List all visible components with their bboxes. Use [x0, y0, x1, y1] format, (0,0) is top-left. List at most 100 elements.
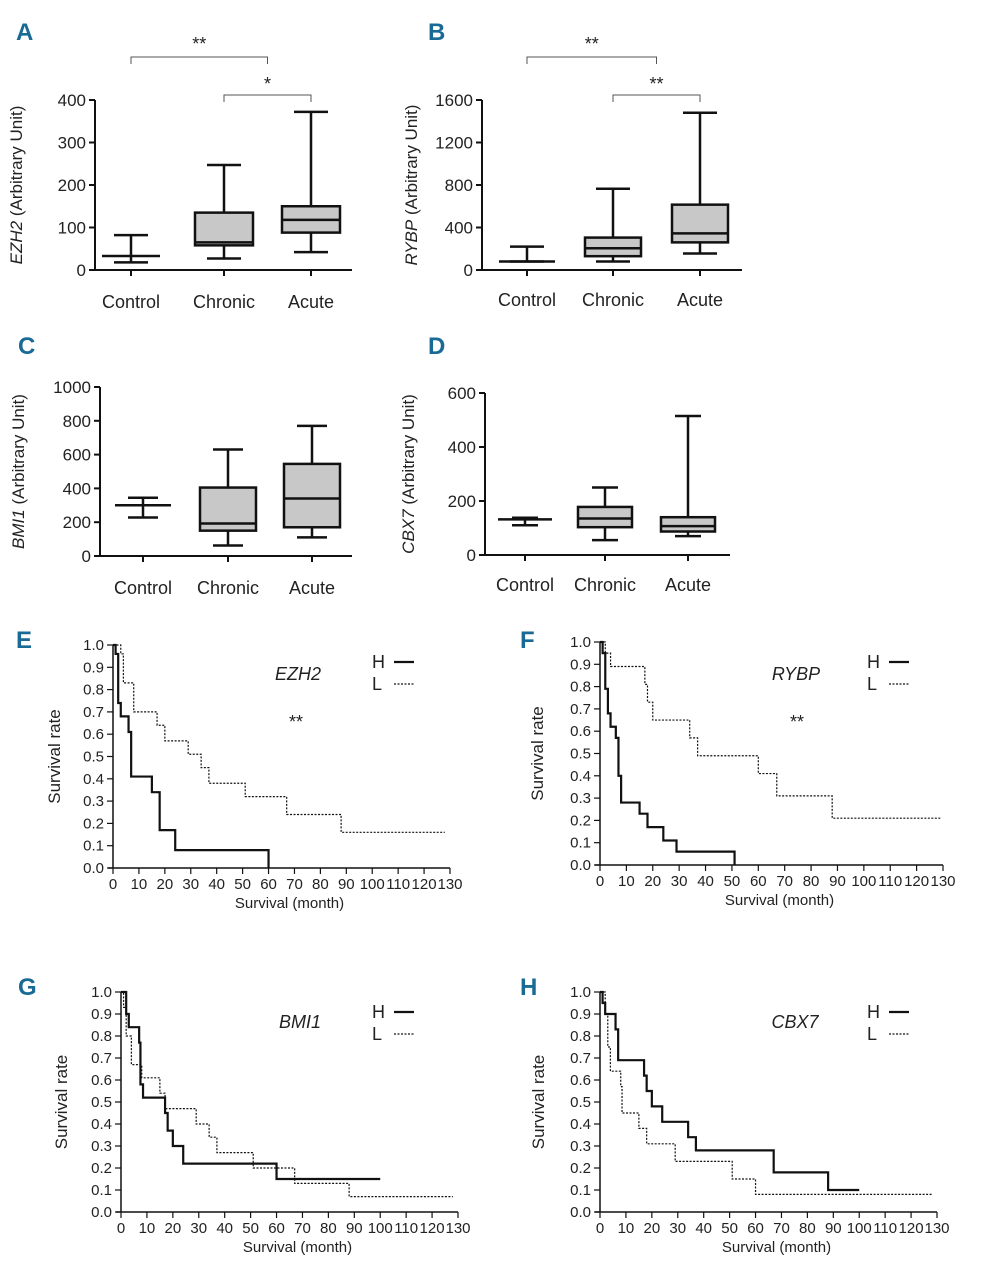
box-iqr	[193, 211, 255, 247]
x-tick-label: 90	[825, 1220, 842, 1237]
x-tick-label: 100	[360, 876, 385, 893]
y-tick-label: 0.1	[570, 835, 591, 852]
x-tick-label: 30	[190, 1220, 207, 1237]
x-tick-label: 80	[803, 873, 820, 890]
x-tick-label: 60	[750, 873, 767, 890]
y-axis-gene: CBX7	[399, 509, 418, 554]
box-iqr	[659, 515, 717, 533]
y-axis-label: Survival rate	[52, 1055, 71, 1149]
y-tick-label: 0.7	[91, 1050, 112, 1067]
y-tick-label: 1.0	[91, 984, 112, 1001]
x-tick-label: 40	[697, 873, 714, 890]
x-category-label: Chronic	[193, 292, 255, 312]
panel-f: F 0.0 0.1 0.2 0.3 0.4 0.5 0.6 0.7 0.8 0.9 1.0 0 10 20 3…	[520, 627, 956, 909]
x-tick-label: 80	[312, 876, 329, 893]
y-tick-label: 1.0	[570, 634, 591, 651]
significance-bracket	[130, 56, 268, 64]
y-tick-label: 1000	[53, 378, 91, 397]
significance-bracket	[526, 56, 657, 64]
y-axis-unit: (Arbitrary Unit)	[7, 106, 26, 221]
x-category-label: Control	[498, 290, 556, 310]
x-tick-label: 120	[899, 1220, 924, 1237]
y-tick-label: 1200	[435, 134, 473, 153]
box-control: Control	[498, 245, 556, 310]
panel-h: H 0.0 0.1 0.2 0.3 0.4 0.5 0.6 0.7 0.8 0.9 1.0 0 10 20 3…	[520, 974, 950, 1256]
legend-label-h: H	[372, 1002, 385, 1022]
x-tick-label: 20	[165, 1220, 182, 1237]
survival-curve-h	[600, 990, 860, 1192]
x-tick-label: 50	[242, 1220, 259, 1237]
y-tick-label: 0	[464, 261, 473, 280]
significance-label: **	[192, 34, 206, 54]
x-tick-label: 130	[930, 873, 955, 890]
x-tick-label: 120	[904, 873, 929, 890]
panel-label: G	[18, 974, 37, 1001]
x-axis-label: Survival (month)	[235, 895, 344, 912]
y-axis-unit: (Arbitrary Unit)	[402, 105, 421, 220]
y-tick-label: 0.6	[570, 1072, 591, 1089]
x-category-label: Acute	[665, 575, 711, 595]
panel-a: A 0 100 200 300 400 EZH2 (Arbitrary Unit) Contr…	[7, 19, 352, 312]
y-tick-label: 0.8	[83, 682, 104, 699]
y-tick-label: 0.4	[570, 1116, 591, 1133]
x-tick-label: 130	[437, 876, 462, 893]
x-tick-label: 130	[924, 1220, 949, 1237]
panel-label: H	[520, 974, 537, 1001]
x-tick-label: 90	[829, 873, 846, 890]
x-tick-label: 10	[131, 876, 148, 893]
y-tick-label: 800	[445, 176, 473, 195]
panel-label: B	[428, 19, 445, 46]
x-tick-label: 60	[747, 1220, 764, 1237]
x-tick-label: 70	[286, 876, 303, 893]
y-tick-label: 1.0	[83, 637, 104, 654]
y-tick-label: 0.0	[570, 1204, 591, 1221]
x-tick-label: 0	[117, 1220, 125, 1237]
y-tick-label: 600	[448, 384, 476, 403]
y-tick-label: 1600	[435, 91, 473, 110]
y-tick-label: 600	[63, 446, 91, 465]
x-tick-label: 120	[412, 876, 437, 893]
y-tick-label: 0.4	[570, 768, 591, 785]
box-control: Control	[114, 496, 172, 598]
panel-label: A	[16, 19, 33, 46]
x-tick-label: 40	[695, 1220, 712, 1237]
y-tick-label: 0.1	[570, 1182, 591, 1199]
panel-c: C 0 200 400 600 800 1000 BMI1 (Arbitrary Unit) C…	[9, 333, 352, 598]
legend-label-h: H	[867, 652, 880, 672]
x-tick-label: 70	[294, 1220, 311, 1237]
x-tick-label: 70	[776, 873, 793, 890]
box-control: Control	[496, 516, 554, 595]
y-axis-label: RYBP (Arbitrary Unit)	[402, 105, 421, 266]
x-tick-label: 110	[386, 876, 410, 893]
y-tick-label: 0.2	[91, 1160, 112, 1177]
legend-label-l: L	[372, 1024, 382, 1044]
x-tick-label: 80	[320, 1220, 337, 1237]
box-iqr	[282, 462, 342, 529]
x-tick-label: 100	[368, 1220, 393, 1237]
gene-name: BMI1	[279, 1012, 321, 1032]
box-acute: Acute	[670, 111, 730, 310]
y-tick-label: 0.2	[83, 815, 104, 832]
legend-label-l: L	[372, 674, 382, 694]
significance-label: **	[790, 712, 804, 732]
y-tick-label: 0.1	[83, 838, 104, 855]
y-axis-label: Survival rate	[528, 706, 547, 800]
y-tick-label: 0	[77, 261, 86, 280]
panel-g: G 0.0 0.1 0.2 0.3 0.4 0.5 0.6 0.7 0.8 0.9 1.0 0 10 20 3…	[18, 974, 471, 1256]
x-tick-label: 20	[644, 1220, 661, 1237]
y-tick-label: 0.9	[91, 1006, 112, 1023]
x-tick-label: 110	[878, 873, 902, 890]
box-acute: Acute	[659, 414, 717, 595]
y-axis-label: CBX7 (Arbitrary Unit)	[399, 394, 418, 554]
x-tick-label: 50	[234, 876, 251, 893]
y-tick-label: 0.4	[91, 1116, 112, 1133]
x-tick-label: 40	[216, 1220, 233, 1237]
survival-curve-h	[600, 640, 736, 865]
y-tick-label: 0.0	[570, 857, 591, 874]
y-tick-label: 0.6	[570, 723, 591, 740]
panel-label: D	[428, 333, 445, 360]
y-axis-label: EZH2 (Arbitrary Unit)	[7, 106, 26, 265]
x-tick-label: 30	[671, 873, 688, 890]
x-tick-label: 60	[268, 1220, 285, 1237]
x-tick-label: 10	[618, 873, 635, 890]
